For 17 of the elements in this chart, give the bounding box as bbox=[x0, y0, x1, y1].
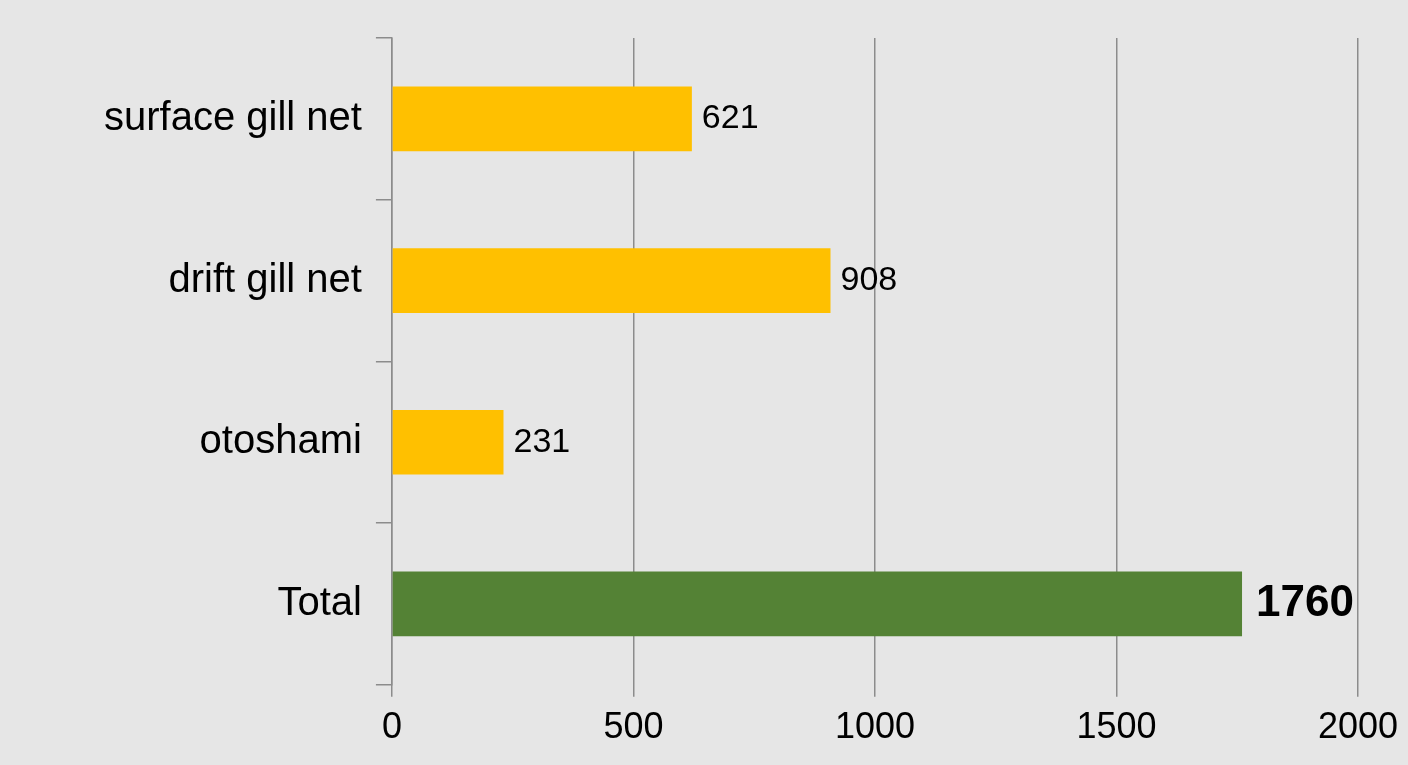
x-tick-label: 1000 bbox=[834, 705, 915, 747]
data-label: 621 bbox=[701, 97, 759, 136]
bar bbox=[392, 409, 504, 475]
x-tick-label: 0 bbox=[381, 705, 402, 747]
data-label: 1760 bbox=[1256, 576, 1354, 626]
data-label: 908 bbox=[840, 258, 898, 297]
data-label: 231 bbox=[513, 420, 571, 459]
x-tick-label: 2000 bbox=[1317, 705, 1398, 747]
x-tick-label: 1500 bbox=[1076, 705, 1157, 747]
y-tick-label: otoshami bbox=[199, 417, 362, 462]
x-tick-label: 500 bbox=[603, 705, 664, 747]
y-tick-label: drift gill net bbox=[168, 255, 362, 300]
bar bbox=[392, 86, 692, 152]
y-tick-label: surface gill net bbox=[103, 93, 362, 138]
bar bbox=[392, 571, 1243, 637]
y-tick-label: Total bbox=[277, 578, 362, 623]
bar bbox=[392, 248, 831, 313]
